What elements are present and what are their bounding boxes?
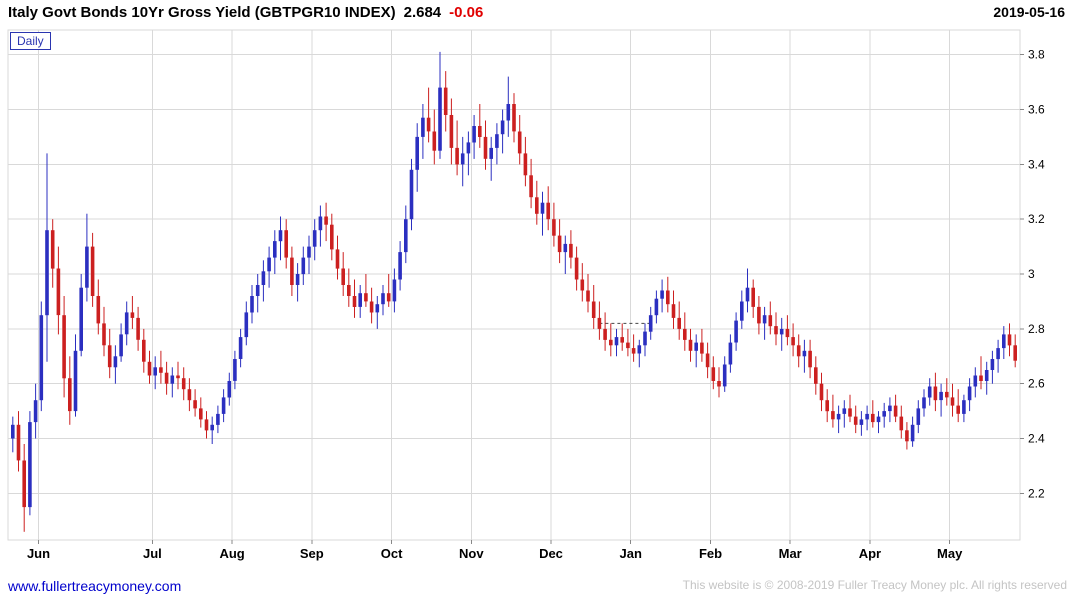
svg-text:Mar: Mar (779, 546, 802, 561)
svg-text:Jan: Jan (619, 546, 641, 561)
svg-text:May: May (937, 546, 963, 561)
svg-text:2.6: 2.6 (1028, 377, 1045, 391)
svg-text:Nov: Nov (459, 546, 484, 561)
svg-text:Jun: Jun (27, 546, 50, 561)
frequency-badge: Daily (10, 32, 51, 50)
copyright-text: This website is © 2008-2019 Fuller Treac… (682, 578, 1067, 592)
price-change: -0.06 (449, 4, 484, 21)
chart-header: Italy Govt Bonds 10Yr Gross Yield (GBTPG… (8, 4, 1065, 26)
svg-text:3.8: 3.8 (1028, 48, 1045, 62)
svg-text:Oct: Oct (381, 546, 403, 561)
svg-text:3.2: 3.2 (1028, 212, 1045, 226)
site-link[interactable]: www.fullertreacymoney.com (8, 578, 182, 594)
svg-text:Sep: Sep (300, 546, 324, 561)
svg-text:2.4: 2.4 (1028, 432, 1045, 446)
svg-text:Dec: Dec (539, 546, 563, 561)
chart-date: 2019-05-16 (993, 4, 1065, 20)
svg-text:Aug: Aug (219, 546, 244, 561)
svg-text:2.8: 2.8 (1028, 322, 1045, 336)
svg-text:2.2: 2.2 (1028, 486, 1045, 500)
page-title: Italy Govt Bonds 10Yr Gross Yield (GBTPG… (8, 4, 396, 21)
svg-text:3.6: 3.6 (1028, 103, 1045, 117)
svg-text:Apr: Apr (859, 546, 881, 561)
last-price: 2.684 (403, 4, 442, 21)
svg-text:3: 3 (1028, 267, 1035, 281)
candlestick-series (11, 51, 1017, 532)
svg-text:Jul: Jul (143, 546, 162, 561)
svg-text:Feb: Feb (699, 546, 722, 561)
svg-text:3.4: 3.4 (1028, 157, 1045, 171)
